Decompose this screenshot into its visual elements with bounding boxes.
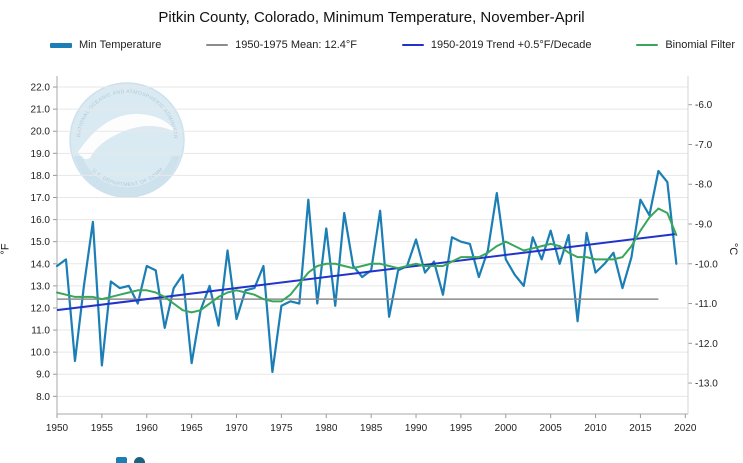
y-axis-tick-label-f: 15.0 <box>31 237 51 248</box>
cut-off-circle-icon[interactable] <box>134 457 145 463</box>
binomial-filter-line-swatch-icon <box>636 44 659 46</box>
y-axis-tick-label-f: 8.0 <box>36 392 50 403</box>
trend-line-swatch-icon <box>401 44 424 46</box>
y-axis-tick-label-c: -11.0 <box>695 299 717 310</box>
x-axis-tick-label: 1980 <box>315 423 338 434</box>
x-axis-tick-label: 2005 <box>540 423 563 434</box>
y-axis-tick-label-f: 17.0 <box>31 193 51 204</box>
legend-item-mean[interactable]: 1950-1975 Mean: 12.4°F <box>206 39 357 51</box>
y-axis-tick-label-f: 22.0 <box>31 83 51 94</box>
y-axis-tick-label-f: 16.0 <box>31 215 51 226</box>
y-axis-tick-label-c: -9.0 <box>695 220 713 231</box>
x-axis-tick-label: 2015 <box>629 423 652 434</box>
y-axis-unit-fahrenheit: °F <box>0 243 12 255</box>
legend-label: Min Temperature <box>79 39 162 51</box>
y-axis-tick-label-f: 11.0 <box>31 326 50 337</box>
legend-label: 1950-2019 Trend +0.5°F/Decade <box>430 39 592 51</box>
y-axis-tick-label-c: -13.0 <box>695 379 718 390</box>
chart-title: Pitkin County, Colorado, Minimum Tempera… <box>158 9 585 26</box>
y-axis-tick-label-c: -8.0 <box>695 180 713 191</box>
y-axis-tick-label-f: 21.0 <box>31 105 51 116</box>
legend-label: 1950-1975 Mean: 12.4°F <box>235 39 357 51</box>
x-axis-tick-label: 2020 <box>674 423 697 434</box>
mean-line-swatch-icon <box>206 44 229 46</box>
y-axis-unit-celsius: °C <box>727 242 740 256</box>
legend-item-trend[interactable]: 1950-2019 Trend +0.5°F/Decade <box>401 39 592 51</box>
y-axis-tick-label-f: 13.0 <box>31 281 51 292</box>
y-axis-tick-label-c: -7.0 <box>695 140 713 151</box>
x-axis-tick-label: 1970 <box>225 423 248 434</box>
y-axis-tick-label-f: 14.0 <box>31 259 51 270</box>
x-axis-tick-label: 1955 <box>91 423 114 434</box>
x-axis-tick-label: 1985 <box>360 423 383 434</box>
y-axis-tick-label-f: 20.0 <box>31 127 51 138</box>
chart-legend: Min Temperature 1950-1975 Mean: 12.4°F 1… <box>50 39 735 51</box>
x-axis-tick-label: 2000 <box>495 423 518 434</box>
x-axis-tick-label: 1960 <box>136 423 159 434</box>
legend-label: Binomial Filter <box>665 39 735 51</box>
x-axis-tick-label: 1950 <box>46 423 69 434</box>
y-axis-tick-label-f: 19.0 <box>31 149 51 160</box>
y-axis-tick-label-f: 10.0 <box>31 348 51 359</box>
y-axis-tick-label-f: 9.0 <box>36 370 50 381</box>
x-axis-tick-label: 1990 <box>405 423 428 434</box>
min-temperature-line-swatch-icon <box>50 42 72 48</box>
cut-off-bottom-controls <box>116 457 145 463</box>
y-axis-tick-label-c: -10.0 <box>695 259 718 270</box>
y-axis-tick-label-c: -6.0 <box>695 100 713 111</box>
legend-item-min-temperature[interactable]: Min Temperature <box>50 39 161 51</box>
y-axis-tick-label-f: 18.0 <box>31 171 51 182</box>
y-axis-tick-label-c: -12.0 <box>695 339 718 350</box>
series-line-1950-2019-trend <box>56 232 677 312</box>
x-axis-tick-label: 2010 <box>584 423 607 434</box>
y-axis-tick-label-f: 12.0 <box>31 303 51 314</box>
x-axis-tick-label: 1995 <box>450 423 473 434</box>
noaa-logo-watermark: NATIONAL OCEANIC AND ATMOSPHERIC ADMINIS… <box>0 0 185 198</box>
x-axis-tick-label: 1975 <box>270 423 293 434</box>
legend-item-binomial-filter[interactable]: Binomial Filter <box>636 39 735 51</box>
series-line-binomial-filter <box>56 207 678 314</box>
x-axis-tick-label: 1965 <box>181 423 204 434</box>
cut-off-square-icon[interactable] <box>116 457 127 463</box>
